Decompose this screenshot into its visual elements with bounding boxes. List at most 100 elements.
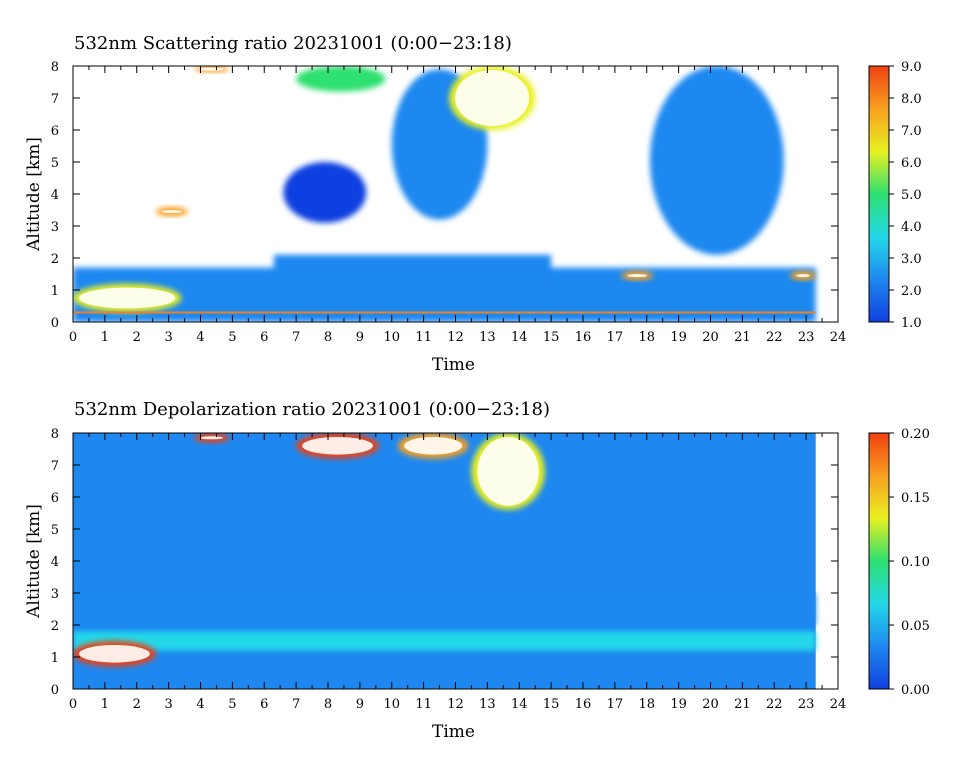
heatmap-feature-band: [73, 593, 816, 625]
heatmap-feature-core: [79, 287, 176, 309]
heatmap-feature-core: [200, 67, 224, 71]
colorbar-tick-label: 1.0: [901, 316, 922, 331]
x-tick-label: 5: [228, 330, 236, 345]
x-tick-label: 14: [511, 697, 528, 712]
y-tick-label: 3: [51, 220, 59, 235]
x-tick-label: 0: [69, 697, 77, 712]
colorbar: [868, 432, 890, 690]
y-tick-label: 1: [51, 651, 59, 666]
x-tick-label: 23: [798, 697, 815, 712]
heatmap-feature-cloud: [649, 66, 784, 255]
x-tick-label: 7: [292, 330, 300, 345]
x-tick-label: 2: [133, 697, 141, 712]
colorbar-tick-label: 3.0: [901, 252, 922, 267]
y-tick-label: 6: [51, 124, 59, 139]
colorbar-tick-label: 0.00: [901, 683, 930, 698]
x-tick-label: 18: [638, 330, 655, 345]
x-tick-label: 0: [69, 330, 77, 345]
heatmap-feature-core: [404, 437, 463, 455]
y-tick-label: 3: [51, 587, 59, 602]
x-tick-label: 6: [260, 330, 268, 345]
y-tick-label: 0: [51, 316, 59, 331]
x-tick-label: 1: [101, 697, 109, 712]
heatmap-feature-core: [161, 210, 182, 214]
heatmap-field: [73, 433, 816, 689]
x-axis-label: Time: [432, 355, 475, 375]
x-tick-label: 18: [638, 697, 655, 712]
x-tick-label: 12: [447, 697, 464, 712]
x-tick-label: 10: [383, 330, 400, 345]
x-tick-label: 8: [324, 697, 332, 712]
y-axis-label: Altitude [km]: [24, 504, 44, 619]
x-tick-label: 1: [101, 330, 109, 345]
x-tick-label: 6: [260, 697, 268, 712]
y-tick-label: 7: [51, 459, 59, 474]
heatmap-feature-core: [627, 274, 648, 278]
x-tick-label: 15: [543, 697, 560, 712]
x-tick-label: 12: [447, 330, 464, 345]
x-tick-label: 5: [228, 697, 236, 712]
x-tick-label: 4: [196, 330, 204, 345]
panel-1: 532nm Depolarization ratio 20231001 (0:0…: [24, 399, 930, 742]
heatmap-feature-layer: [273, 254, 552, 290]
x-tick-label: 13: [479, 697, 496, 712]
x-tick-label: 9: [356, 330, 364, 345]
y-tick-label: 5: [51, 156, 59, 171]
colorbar-tick-label: 7.0: [901, 124, 922, 139]
x-tick-label: 22: [766, 330, 783, 345]
chart-title: 532nm Scattering ratio 20231001 (0:00−23…: [74, 33, 512, 54]
heatmap-feature-core: [200, 436, 224, 440]
y-axis-label: Altitude [km]: [24, 137, 44, 252]
y-tick-label: 1: [51, 284, 59, 299]
y-tick-label: 7: [51, 92, 59, 107]
y-tick-label: 2: [51, 252, 59, 267]
x-tick-label: 24: [830, 697, 847, 712]
heatmap-feature-cloud: [283, 162, 367, 223]
y-tick-label: 5: [51, 523, 59, 538]
x-tick-label: 17: [607, 697, 624, 712]
x-tick-label: 4: [196, 697, 204, 712]
x-tick-label: 3: [164, 330, 172, 345]
y-tick-label: 4: [51, 188, 59, 203]
surface-line: [73, 311, 816, 314]
y-tick-label: 0: [51, 683, 59, 698]
colorbar-tick-label: 0.15: [901, 491, 930, 506]
colorbar-tick-label: 4.0: [901, 220, 922, 235]
x-tick-label: 7: [292, 697, 300, 712]
x-tick-label: 16: [575, 330, 592, 345]
heatmap-feature-band: [73, 631, 816, 651]
x-tick-label: 3: [164, 697, 172, 712]
x-tick-label: 22: [766, 697, 783, 712]
y-tick-label: 8: [51, 60, 59, 75]
x-tick-label: 20: [702, 330, 719, 345]
colorbar-tick-label: 5.0: [901, 188, 922, 203]
x-tick-label: 16: [575, 697, 592, 712]
heatmap-feature-core: [79, 645, 150, 663]
colorbar-tick-label: 0.20: [901, 427, 930, 442]
x-tick-label: 14: [511, 330, 528, 345]
x-tick-label: 21: [734, 697, 751, 712]
x-tick-label: 13: [479, 330, 496, 345]
panel-0: 532nm Scattering ratio 20231001 (0:00−23…: [24, 33, 922, 375]
colorbar: [868, 65, 890, 323]
heatmap-feature-core: [302, 437, 373, 455]
colorbar-tick-label: 8.0: [901, 92, 922, 107]
x-tick-label: 2: [133, 330, 141, 345]
y-tick-label: 4: [51, 555, 59, 570]
heatmap-feature-core: [796, 274, 810, 278]
y-tick-label: 8: [51, 427, 59, 442]
x-tick-label: 23: [798, 330, 815, 345]
x-tick-label: 15: [543, 330, 560, 345]
colorbar-tick-label: 0.10: [901, 555, 930, 570]
x-tick-label: 11: [415, 697, 432, 712]
chart-title: 532nm Depolarization ratio 20231001 (0:0…: [74, 399, 550, 420]
heatmap-feature-core: [455, 70, 530, 126]
heatmap-feature-core: [477, 437, 539, 506]
heatmap-feature-cloud: [296, 66, 386, 92]
x-tick-label: 19: [670, 330, 687, 345]
x-tick-label: 17: [607, 330, 624, 345]
heatmap-field: [73, 66, 816, 322]
colorbar-tick-label: 9.0: [901, 60, 922, 75]
